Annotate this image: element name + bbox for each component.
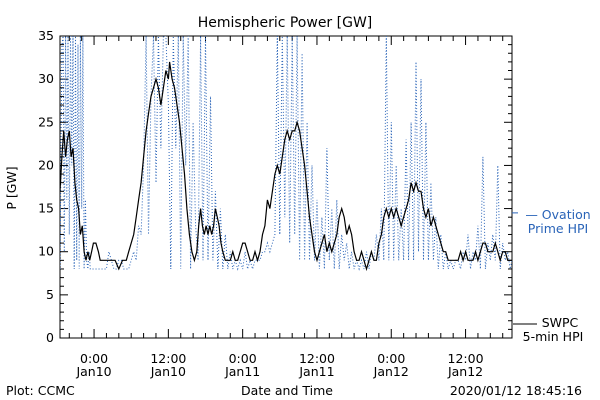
x-tick-time-label: 0:00	[229, 351, 257, 366]
x-tick-date-label: Jan12	[373, 364, 409, 379]
legend-swpc-line2: 5-min HPI	[523, 329, 584, 344]
x-tick-time-label: 12:00	[448, 351, 484, 366]
x-axis-ticks: 0:00Jan1012:00Jan100:00Jan1112:00Jan110:…	[68, 36, 504, 379]
legend-ovation-line1: — Ovation	[525, 207, 590, 222]
y-tick-label: 0	[46, 330, 54, 345]
x-tick-date-label: Jan10	[150, 364, 186, 379]
x-tick-time-label: 12:00	[150, 351, 186, 366]
legend-ovation-line2: Prime HPI	[528, 221, 588, 236]
x-tick-date-label: Jan10	[75, 364, 111, 379]
x-tick-time-label: 0:00	[377, 351, 405, 366]
plot-frame	[59, 35, 513, 339]
y-tick-label: 5	[46, 287, 54, 302]
series-swpc-line	[60, 61, 512, 272]
plot-border	[59, 35, 513, 339]
y-tick-label: 25	[38, 114, 54, 129]
x-axis-label: Date and Time	[241, 383, 333, 398]
y-tick-label: 30	[38, 71, 54, 86]
series-layer	[60, 36, 518, 272]
x-tick-date-label: Jan11	[298, 364, 334, 379]
plot-credit: Plot: CCMC	[6, 383, 75, 398]
legend-swpc-line1: SWPC	[542, 315, 579, 330]
legend-swpc: SWPC 5-min HPI	[513, 315, 583, 344]
x-tick-time-label: 12:00	[299, 351, 335, 366]
y-tick-label: 10	[38, 244, 54, 259]
series-ovation-line	[60, 36, 512, 271]
x-tick-date-label: Jan12	[447, 364, 483, 379]
timestamp: 2020/01/12 18:45:16	[450, 383, 582, 398]
y-tick-label: 35	[38, 28, 54, 43]
legend-ovation: — Ovation Prime HPI	[525, 207, 590, 236]
x-tick-time-label: 0:00	[80, 351, 108, 366]
chart-title: Hemispheric Power [GW]	[198, 15, 373, 31]
x-tick-date-label: Jan11	[224, 364, 260, 379]
y-tick-label: 20	[38, 157, 54, 172]
y-tick-label: 15	[38, 201, 54, 216]
y-axis-label: P [GW]	[4, 166, 19, 209]
